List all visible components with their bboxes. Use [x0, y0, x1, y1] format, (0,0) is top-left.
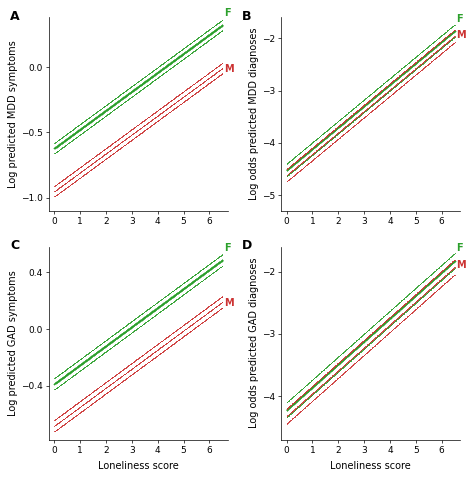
- Text: M: M: [224, 64, 233, 74]
- Text: D: D: [242, 239, 252, 252]
- Text: F: F: [224, 243, 230, 253]
- Text: C: C: [10, 239, 19, 252]
- Y-axis label: Log odds predicted GAD diagnoses: Log odds predicted GAD diagnoses: [249, 258, 259, 429]
- Text: A: A: [10, 10, 19, 23]
- Text: M: M: [224, 297, 233, 308]
- X-axis label: Loneliness score: Loneliness score: [98, 461, 179, 471]
- Text: F: F: [456, 14, 463, 24]
- Text: M: M: [456, 30, 465, 40]
- Text: F: F: [224, 9, 230, 19]
- Y-axis label: Log odds predicted MDD diagnoses: Log odds predicted MDD diagnoses: [249, 28, 259, 200]
- Text: B: B: [242, 10, 252, 23]
- X-axis label: Loneliness score: Loneliness score: [330, 461, 411, 471]
- Y-axis label: Log predicted GAD symptoms: Log predicted GAD symptoms: [9, 270, 18, 416]
- Text: M: M: [456, 260, 465, 270]
- Text: F: F: [456, 243, 463, 253]
- Y-axis label: Log predicted MDD symptoms: Log predicted MDD symptoms: [9, 40, 18, 188]
